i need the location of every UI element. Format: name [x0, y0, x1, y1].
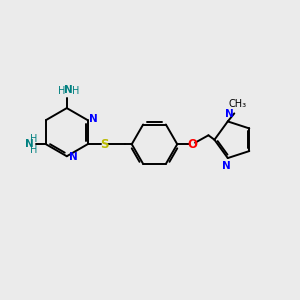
Text: S: S	[100, 138, 108, 151]
Text: N: N	[222, 161, 231, 171]
Text: N: N	[69, 152, 77, 162]
Text: H: H	[58, 86, 65, 96]
Text: H: H	[30, 134, 38, 144]
Text: N: N	[225, 109, 234, 119]
Text: N: N	[25, 139, 34, 149]
Text: H: H	[30, 145, 38, 154]
Text: N: N	[64, 85, 73, 95]
Text: CH₃: CH₃	[228, 99, 246, 109]
Text: O: O	[187, 138, 197, 151]
Text: N: N	[89, 114, 98, 124]
Text: H: H	[72, 86, 80, 96]
